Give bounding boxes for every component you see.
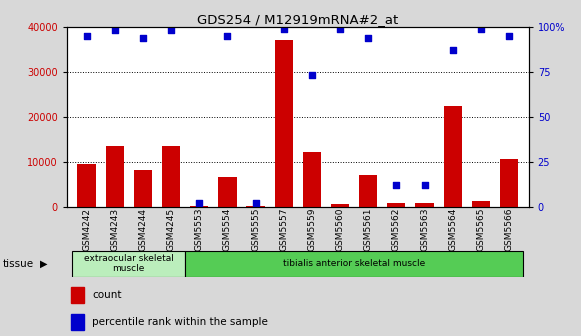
Point [335, 26, 345, 31]
Point [364, 35, 373, 40]
Bar [500, 160, 518, 207]
Bar [331, 204, 349, 207]
Point [307, 73, 317, 78]
Point [223, 33, 232, 39]
Text: GSM5563: GSM5563 [420, 208, 429, 251]
Bar [190, 206, 209, 207]
Bar [134, 170, 152, 207]
Bar [106, 146, 124, 207]
Bar [77, 164, 96, 207]
Text: GSM4243: GSM4243 [110, 208, 119, 251]
Text: GSM4242: GSM4242 [82, 208, 91, 251]
Point [82, 33, 91, 39]
Bar [387, 204, 406, 207]
Text: GSM5561: GSM5561 [364, 208, 372, 251]
Text: GSM5554: GSM5554 [223, 208, 232, 251]
Text: tibialis anterior skeletal muscle: tibialis anterior skeletal muscle [283, 259, 425, 268]
Bar [472, 201, 490, 207]
Text: GSM4245: GSM4245 [167, 208, 175, 251]
Text: percentile rank within the sample: percentile rank within the sample [92, 317, 268, 327]
FancyBboxPatch shape [73, 251, 185, 277]
Point [504, 33, 514, 39]
Point [392, 182, 401, 188]
Bar [71, 287, 84, 303]
Bar [71, 314, 84, 330]
Point [138, 35, 148, 40]
Text: tissue: tissue [3, 259, 34, 269]
Bar [218, 177, 236, 207]
Bar [303, 152, 321, 207]
Bar [162, 146, 180, 207]
Point [195, 200, 204, 206]
Point [166, 28, 175, 33]
Bar [246, 206, 265, 207]
Text: GSM5553: GSM5553 [195, 208, 204, 251]
Text: GSM5557: GSM5557 [279, 208, 288, 251]
Text: extraocular skeletal
muscle: extraocular skeletal muscle [84, 254, 174, 274]
Bar [415, 204, 433, 207]
Text: GSM4244: GSM4244 [138, 208, 148, 251]
Text: count: count [92, 290, 121, 300]
Text: ▶: ▶ [40, 259, 47, 269]
Text: GSM5562: GSM5562 [392, 208, 401, 251]
Point [251, 200, 260, 206]
Bar [359, 175, 377, 207]
Point [448, 48, 457, 53]
Point [279, 26, 288, 31]
Point [110, 28, 119, 33]
Text: GSM5560: GSM5560 [335, 208, 345, 251]
Point [476, 26, 486, 31]
FancyBboxPatch shape [185, 251, 523, 277]
Text: GSM5555: GSM5555 [251, 208, 260, 251]
Text: GSM5564: GSM5564 [448, 208, 457, 251]
Text: GSM5565: GSM5565 [476, 208, 485, 251]
Bar [443, 106, 462, 207]
Point [420, 182, 429, 188]
Bar [275, 40, 293, 207]
Text: GSM5559: GSM5559 [307, 208, 316, 251]
Text: GSM5566: GSM5566 [504, 208, 514, 251]
Title: GDS254 / M12919mRNA#2_at: GDS254 / M12919mRNA#2_at [197, 13, 399, 26]
